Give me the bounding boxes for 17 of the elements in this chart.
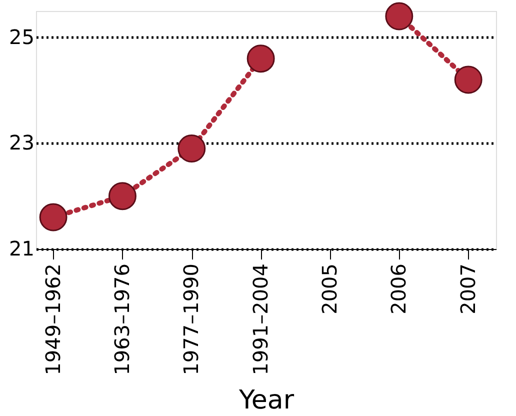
x-tick-label: 1977–1990: [179, 264, 204, 376]
x-tick-label: 1949–1962: [40, 264, 65, 376]
x-axis-title: Year: [238, 385, 294, 416]
y-tick-label: 23: [9, 130, 34, 155]
x-tick-label: 1991–2004: [248, 264, 272, 376]
point: [178, 134, 206, 162]
y-tick-label: 21: [9, 236, 34, 260]
x-tick-label: 2006: [386, 264, 411, 314]
x-tick-label: 1963–1976: [110, 264, 134, 376]
x-tick-label: 2007: [456, 264, 480, 314]
point: [454, 66, 482, 94]
point: [108, 182, 136, 210]
point: [385, 2, 414, 30]
point: [39, 203, 68, 232]
point: [246, 44, 275, 73]
x-tick-label: 2005: [317, 264, 342, 314]
y-tick-label: 25: [9, 24, 34, 49]
